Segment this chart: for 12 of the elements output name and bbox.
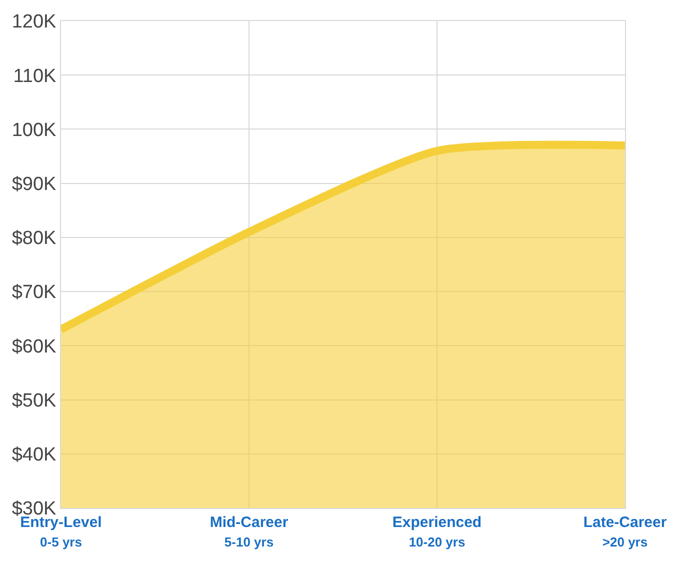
x-tick-label: Mid-Career 5-10 yrs — [210, 514, 288, 550]
y-tick-label: 110K — [13, 66, 57, 87]
y-tick-label: $40K — [12, 444, 57, 466]
y-tick-label: $60K — [12, 336, 57, 358]
y-tick-label: 120K — [12, 12, 57, 33]
y-tick-label: $70K — [12, 282, 57, 304]
y-tick-label: $50K — [12, 390, 57, 412]
x-tick-label: Late-Career >20 yrs — [583, 514, 667, 550]
y-tick-label: $90K — [12, 174, 57, 195]
y-tick-label: 100K — [12, 120, 57, 141]
x-tick-label: Experienced 10-20 yrs — [392, 514, 482, 550]
y-tick-label: $80K — [12, 228, 57, 250]
